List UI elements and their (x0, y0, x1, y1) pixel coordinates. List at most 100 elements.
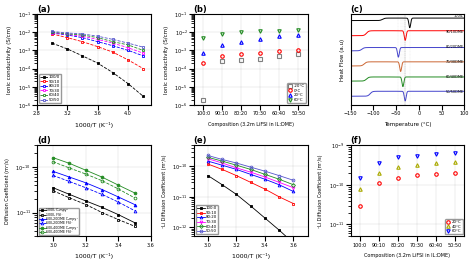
80/20 (125, 49, 131, 52)
X-axis label: Composition (3.2m LiFSI in IL:DME): Composition (3.2m LiFSI in IL:DME) (208, 122, 294, 127)
Y-axis label: Heat Flow (a.u): Heat Flow (a.u) (340, 39, 345, 81)
Line: 80:20: 80:20 (207, 160, 295, 193)
60IL40DME C₂mpy⁺ (67, 162, 73, 165)
Text: 80/20DME: 80/20DME (446, 45, 464, 49)
90/10 (125, 58, 131, 62)
90/10 (64, 36, 70, 39)
60IL20DME C₂mpy⁺ (67, 176, 73, 179)
80/20 (95, 40, 100, 43)
Line: 50/50: 50/50 (51, 30, 145, 49)
50/50 (49, 30, 55, 33)
Text: (b): (b) (194, 5, 208, 14)
60:40 (234, 164, 239, 167)
0°C (219, 54, 225, 58)
60°C (414, 154, 420, 157)
60/40 (64, 32, 70, 36)
60°C (433, 152, 439, 155)
20°C (295, 34, 301, 37)
60°C (452, 151, 458, 154)
Line: 70:30: 70:30 (207, 157, 295, 189)
60IL40DME C₂mpy⁺ (83, 169, 89, 172)
Text: (d): (d) (37, 136, 51, 145)
60°C (201, 36, 206, 39)
Text: 50/50DME: 50/50DME (446, 90, 464, 94)
60IL20DME C₂mpy⁺ (50, 170, 56, 173)
60IL40DME FSI⁻ (116, 187, 121, 191)
0°C (257, 52, 263, 55)
100:0 (205, 174, 211, 177)
100:0 (262, 216, 268, 220)
Line: 90:10: 90:10 (207, 163, 295, 205)
60IL20DME C₂mpy⁺ (132, 203, 137, 206)
100IL C₂mpy⁺ (99, 206, 105, 209)
100IL FSI⁻ (67, 196, 73, 199)
70:30 (262, 175, 268, 178)
70:30 (205, 157, 211, 160)
60°C (238, 31, 244, 34)
60:40 (262, 173, 268, 176)
90:10 (248, 181, 254, 184)
Line: -20°C: -20°C (201, 53, 300, 101)
Y-axis label: Diffusion Coefficient (m²/s): Diffusion Coefficient (m²/s) (5, 158, 10, 224)
70:30 (276, 181, 282, 184)
90:10 (262, 187, 268, 191)
100IL FSI⁻ (99, 211, 105, 214)
50/50 (80, 32, 85, 36)
100:0 (234, 193, 239, 196)
60IL20DME FSI⁻ (83, 186, 89, 189)
60IL20DME C₂mpy⁺ (116, 195, 121, 199)
20°C (219, 43, 225, 46)
Line: 70/30: 70/30 (51, 31, 145, 55)
90:10 (205, 162, 211, 166)
Line: 100IL C₂mpy⁺: 100IL C₂mpy⁺ (52, 186, 136, 224)
40°C (357, 187, 363, 190)
Line: 100/0: 100/0 (51, 42, 145, 98)
90/10 (80, 40, 85, 43)
50/50 (95, 35, 100, 38)
60/40 (125, 43, 131, 46)
80/20 (110, 44, 116, 47)
50:50 (262, 169, 268, 173)
50:50 (205, 154, 211, 157)
100IL FSI⁻ (50, 189, 56, 192)
60/40 (140, 49, 146, 52)
80/20 (80, 36, 85, 39)
20°C (238, 40, 244, 43)
80:20 (262, 178, 268, 181)
60IL40DME C₂mpy⁺ (132, 191, 137, 195)
Line: 60IL40DME C₂mpy⁺: 60IL40DME C₂mpy⁺ (52, 156, 136, 194)
90/10 (49, 32, 55, 36)
Line: 60IL20DME C₂mpy⁺: 60IL20DME C₂mpy⁺ (52, 170, 136, 206)
Text: (c): (c) (350, 5, 363, 14)
Line: 60:40: 60:40 (207, 156, 295, 186)
50/50 (125, 41, 131, 45)
20°C (201, 52, 206, 55)
100/0 (64, 47, 70, 50)
20°C (357, 204, 363, 207)
60IL40DME C₂mpy⁺ (50, 156, 56, 159)
-20°C (201, 98, 206, 101)
60IL20DME C₂mpy⁺ (83, 181, 89, 184)
Text: 70/30DME: 70/30DME (446, 60, 464, 64)
Text: 90/10DME: 90/10DME (446, 30, 464, 34)
60:40 (291, 183, 296, 186)
70:30 (234, 166, 239, 169)
100:0 (276, 229, 282, 232)
60IL40DME C₂mpy⁺ (116, 183, 121, 187)
40°C (452, 161, 458, 164)
50:50 (248, 166, 254, 169)
60IL20DME C₂mpy⁺ (99, 188, 105, 191)
0°C (201, 62, 206, 65)
70/30 (49, 31, 55, 34)
90:10 (276, 195, 282, 199)
70/30 (95, 38, 100, 41)
60:40 (248, 168, 254, 171)
X-axis label: 1000/T (K⁻¹): 1000/T (K⁻¹) (75, 253, 113, 259)
60°C (219, 32, 225, 36)
X-axis label: 1000/T (K⁻¹): 1000/T (K⁻¹) (232, 253, 270, 259)
Y-axis label: Ionic conductivity (S/cm): Ionic conductivity (S/cm) (164, 25, 169, 94)
40°C (395, 166, 401, 169)
100:0 (291, 242, 296, 245)
Text: (a): (a) (37, 5, 50, 14)
60:40 (276, 178, 282, 181)
